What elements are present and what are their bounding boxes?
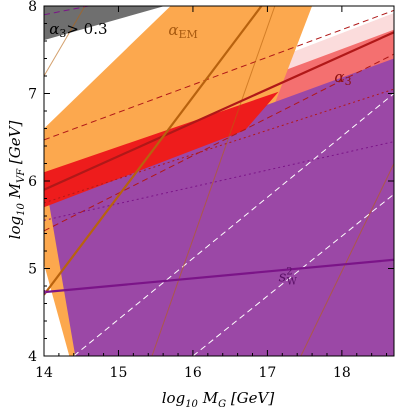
y-tick-label-2: 6 (28, 174, 37, 190)
guide-line-8 (151, 6, 276, 356)
guide-line-9 (300, 163, 394, 356)
y-axis-label: log10 MVF [GeV] (6, 121, 27, 240)
guide-line-7 (44, 6, 86, 77)
x-tick-label-1: 15 (110, 365, 128, 381)
guide-line-1 (44, 53, 394, 232)
region-red-5 (44, 91, 279, 208)
x-tick-label-4: 18 (333, 365, 351, 381)
x-tick-label-0: 14 (35, 365, 53, 381)
y-tick-label-4: 8 (28, 0, 37, 15)
annotation-1: αEM (168, 21, 197, 41)
curve-layer (44, 6, 394, 296)
curve-line-2 (44, 258, 394, 294)
x-tick-label-2: 16 (184, 365, 202, 381)
guide-line-0 (44, 9, 394, 141)
x-tick-label-3: 17 (258, 365, 276, 381)
region-gray-0 (44, 6, 165, 41)
annotation-layer: α3> 0.3 αEM α3 s2 W (49, 20, 351, 288)
annotation-3: s2 W (279, 267, 298, 288)
guide-line-5 (73, 93, 394, 356)
curve-line-1 (44, 6, 263, 296)
guide-line-6 (192, 193, 394, 356)
annotation-0: α3> 0.3 (49, 20, 107, 40)
y-tick-label-3: 7 (28, 87, 37, 103)
guide-line-4 (44, 6, 92, 16)
y-tick-label-0: 4 (28, 349, 37, 365)
y-tick-label-1: 5 (28, 262, 37, 278)
tick-layer: 14 15 16 17 18 4 5 6 7 8 (28, 0, 394, 381)
guide-line-2 (44, 88, 394, 204)
region-purple-4 (44, 58, 394, 356)
annotation-2: α3 (334, 68, 351, 88)
curve-line-0 (44, 31, 394, 191)
guide-line-layer (44, 6, 394, 356)
sw-start-point (44, 289, 47, 295)
x-axis-label: log10 MG [GeV] (162, 389, 275, 410)
